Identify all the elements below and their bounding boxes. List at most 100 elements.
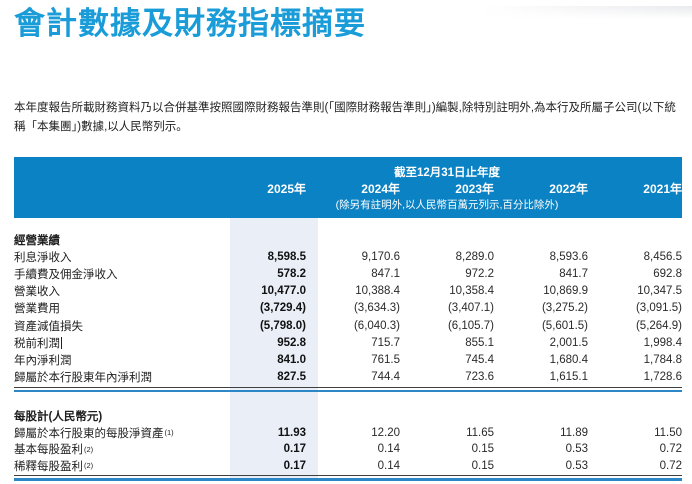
year-column-header-2021: 2021年 xyxy=(643,182,682,196)
cell-value-2025: 952.8 xyxy=(277,336,306,349)
cell-value-2025: 578.2 xyxy=(277,267,306,280)
cell-value-2023: 11.65 xyxy=(466,426,494,439)
cell-value-2021: 11.50 xyxy=(654,426,682,439)
cell-value-2024: 0.14 xyxy=(377,459,400,472)
cell-value-2024: 715.7 xyxy=(371,336,400,349)
section-header-text: 經營業績 xyxy=(14,234,60,247)
row-label: 營業收入 xyxy=(14,283,212,299)
table-row: 基本每股盈利 (2) 0.17 0.14 0.15 0.53 0.72 xyxy=(14,441,682,458)
cell-value-2023: 855.1 xyxy=(465,336,494,349)
cell-value-2021: 1,998.4 xyxy=(643,336,682,349)
cell-value-2023: 0.15 xyxy=(471,443,494,456)
table-bottom-blue-line xyxy=(14,478,682,481)
cell-value-2023: 8,289.0 xyxy=(455,250,494,263)
row-label: 歸屬於本行股東的每股淨資產 (1) xyxy=(14,425,212,441)
cell-value-2025: (3,729.4) xyxy=(259,302,306,315)
cell-value-2022: 1,680.4 xyxy=(549,353,588,366)
cell-value-2025: (5,798.0) xyxy=(259,319,306,332)
page-title: 會計數據及財務指標摘要 xyxy=(14,6,366,41)
row-label: 利息淨收入 xyxy=(14,249,212,265)
section-divider-dark-line xyxy=(14,386,682,388)
table-row: 手續費及佣金淨收入 578.2 847.1 972.2 841.7 692.8 xyxy=(14,265,682,282)
intro-paragraph: 本年度報告所載財務資料乃以合併基準按照國際財務報告準則(「國際財務報告準則」)編… xyxy=(14,102,676,133)
row-label-text: 年內淨利潤 xyxy=(14,354,72,367)
section-per-share: 每股計(人民幣元) 歸屬於本行股東的每股淨資產 (1) 11.93 12.20 1… xyxy=(14,408,682,481)
row-label-text: 營業收入 xyxy=(14,286,60,299)
cell-value-2021: 1,728.6 xyxy=(643,371,682,384)
table-bottom-dark-line xyxy=(14,475,682,477)
cell-value-2025: 10,477.0 xyxy=(261,285,306,298)
text-cursor xyxy=(61,336,62,349)
section-divider-blue-line xyxy=(14,389,682,393)
current-year-column-highlight xyxy=(230,218,318,480)
row-label-text: 營業費用 xyxy=(14,303,60,316)
row-label: 稀釋每股盈利 (2) xyxy=(14,458,212,474)
cell-value-2021: 0.72 xyxy=(659,443,682,456)
row-label-text: 歸屬於本行股東的每股淨資產 xyxy=(14,427,164,440)
cell-value-2025: 841.0 xyxy=(277,353,306,366)
cell-value-2024: 847.1 xyxy=(371,267,400,280)
cell-value-2024: (6,040.3) xyxy=(353,319,400,332)
year-column-header-2022: 2022年 xyxy=(549,182,588,196)
table-row: 税前利潤 952.8 715.7 855.1 2,001.5 1,998.4 xyxy=(14,334,682,351)
cell-value-2022: 0.53 xyxy=(565,459,588,472)
section-operating-results: 經營業績 利息淨收入 8,598.5 9,170.6 8,289.0 8,593… xyxy=(14,218,682,393)
table-row: 營業收入 10,477.0 10,388.4 10,358.4 10,869.9… xyxy=(14,283,682,300)
row-label-text: 税前利潤 xyxy=(14,337,60,350)
cell-value-2022: (3,275.2) xyxy=(541,302,588,315)
row-label: 營業費用 xyxy=(14,300,212,316)
cell-value-2021: 1,784.8 xyxy=(643,353,682,366)
cell-value-2022: 2,001.5 xyxy=(549,336,588,349)
table-row: 稀釋每股盈利 (2) 0.17 0.14 0.15 0.53 0.72 xyxy=(14,458,682,475)
section-header: 經營業績 xyxy=(14,231,682,248)
cell-value-2022: 10,869.9 xyxy=(543,285,588,298)
header-label-spacer xyxy=(14,157,212,218)
cell-value-2022: 8,593.6 xyxy=(549,250,588,263)
cell-value-2022: 1,615.1 xyxy=(549,371,588,384)
cell-value-2024: (3,634.3) xyxy=(353,302,400,315)
cell-value-2024: 0.14 xyxy=(377,443,400,456)
cell-value-2024: 761.5 xyxy=(371,353,400,366)
cell-value-2021: 10,347.5 xyxy=(637,285,682,298)
year-column-header-2023: 2023年 xyxy=(455,182,494,196)
cell-value-2022: (5,601.5) xyxy=(541,319,588,332)
cell-value-2025: 11.93 xyxy=(277,426,306,439)
cell-value-2024: 744.4 xyxy=(371,371,400,384)
header-columns-area: 截至12月31日止年度 2025年 2024年 2023年 2022年 2021… xyxy=(212,157,682,218)
cell-value-2025: 8,598.5 xyxy=(267,250,306,263)
cell-value-2023: 0.15 xyxy=(471,459,494,472)
cell-value-2024: 12.20 xyxy=(371,426,400,439)
table-row: 年內淨利潤 841.0 761.5 745.4 1,680.4 1,784.8 xyxy=(14,351,682,368)
row-label-text: 利息淨收入 xyxy=(14,251,72,264)
row-label-text: 歸屬於本行股東年內淨利潤 xyxy=(14,372,152,385)
table-row: 營業費用 (3,729.4) (3,634.3) (3,407.1) (3,27… xyxy=(14,300,682,317)
section-gap xyxy=(14,392,682,408)
cell-value-2021: 0.72 xyxy=(659,459,682,472)
table-row: 歸屬於本行股東的每股淨資產 (1) 11.93 12.20 11.65 11.89… xyxy=(14,425,682,442)
year-column-header-2024: 2024年 xyxy=(361,182,400,196)
footnote-marker: (1) xyxy=(164,428,174,438)
cell-value-2022: 0.53 xyxy=(565,443,588,456)
cell-value-2021: (5,264.9) xyxy=(635,319,682,332)
unit-note: (除另有註明外,以人民幣百萬元列示,百分比除外) xyxy=(335,199,559,211)
table-row: 歸屬於本行股東年內淨利潤 827.5 744.4 723.6 1,615.1 1… xyxy=(14,369,682,386)
cell-value-2021: (3,091.5) xyxy=(635,302,682,315)
cell-value-2023: (6,105.7) xyxy=(447,319,494,332)
section-header: 每股計(人民幣元) xyxy=(14,408,682,425)
cell-value-2023: 745.4 xyxy=(465,353,494,366)
cell-value-2022: 841.7 xyxy=(559,267,588,280)
section-header-label: 每股計(人民幣元) xyxy=(14,408,682,424)
row-label: 年內淨利潤 xyxy=(14,352,212,368)
cell-value-2023: 10,358.4 xyxy=(449,285,494,298)
year-headers-row: 2025年 2024年 2023年 2022年 2021年 xyxy=(212,180,682,197)
row-label: 資產減值損失 xyxy=(14,318,212,334)
cell-value-2024: 9,170.6 xyxy=(361,250,400,263)
cell-value-2022: 11.89 xyxy=(560,426,588,439)
cell-value-2023: 723.6 xyxy=(465,371,494,384)
page-corner-shading xyxy=(482,6,692,19)
table-row: 利息淨收入 8,598.5 9,170.6 8,289.0 8,593.6 8,… xyxy=(14,248,682,265)
cell-value-2025: 827.5 xyxy=(277,371,306,384)
financial-summary-table: 截至12月31日止年度 2025年 2024年 2023年 2022年 2021… xyxy=(14,157,682,481)
row-label-text: 基本每股盈利 xyxy=(14,444,83,457)
cell-value-2025: 0.17 xyxy=(283,459,306,472)
